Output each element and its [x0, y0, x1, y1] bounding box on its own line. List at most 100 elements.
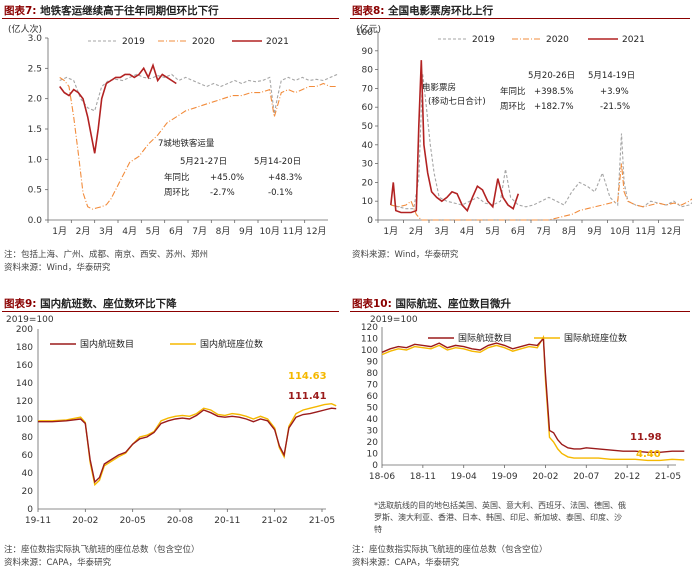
x-tick-label: 1月: [52, 226, 67, 237]
x-tick-label: 12月: [661, 226, 681, 237]
chart9-note: 注：座位数指实际执飞航班的座位总数（包含空位）: [4, 545, 200, 555]
series-line-2020: [59, 76, 338, 210]
legend-label-国际航班数目: 国际航班数目: [458, 332, 512, 344]
series-line-国际航班数目: [381, 336, 685, 453]
legend-label-2020: 2020: [192, 37, 215, 47]
y-tick-label: 60: [362, 103, 374, 113]
chart8-box-office: (亿元) 0 10 20 30 40 50 60 70 80 90 100 1月 2月 3月 4月 5月 6月 7月…: [356, 23, 692, 237]
y-tick-label: 80: [367, 369, 379, 379]
annotation-value: +182.7%: [534, 102, 574, 112]
x-tick-label: 10月: [610, 226, 630, 237]
x-tick-label: 8月: [216, 226, 231, 237]
y-tick-label: 0: [27, 505, 33, 515]
y-tick-label: 50: [367, 404, 379, 414]
annotation-col-1: 5月21-27日: [180, 157, 227, 167]
chart7-metro-ridership: (亿人次) 0.0 0.5 1.0 1.5 2.0 2.5 3.0 1月 2月 3月 4月 5月 6月 7月…: [8, 23, 338, 237]
y-tick-label: 20: [362, 178, 374, 188]
y-tick-label: 40: [367, 415, 379, 425]
annotation-value: -2.7%: [210, 188, 235, 198]
chart10-rule: [350, 311, 690, 312]
x-tick-label: 4月: [122, 226, 137, 237]
y-tick-label: 180: [16, 343, 33, 353]
chart8-source: 资料来源：Wind，华泰研究: [352, 250, 459, 260]
x-tick-label: 3月: [434, 226, 449, 237]
chart7-rule: [2, 18, 339, 19]
y-tick-label: 200: [16, 325, 33, 335]
series-line-2021: [390, 60, 520, 214]
y-axis-label: (亿人次): [8, 23, 42, 35]
x-tick-label: 9月: [587, 226, 602, 237]
y-tick-label: 110: [361, 335, 378, 345]
x-tick-label: 21-05: [309, 516, 335, 526]
chart10-footnote-3: 特: [374, 525, 382, 534]
x-tick-label: 7月: [536, 226, 551, 237]
chart9-source: 资料来源：CAPA，华泰研究: [4, 558, 112, 568]
x-tick-label: 20-12: [614, 472, 640, 482]
series-line-2020: [390, 163, 692, 221]
x-tick-label: 6月: [511, 226, 526, 237]
x-tick-label: 20-02: [72, 516, 98, 526]
series-line-国内航班数目: [38, 407, 337, 484]
annotation-subtitle: (移动七日合计): [428, 96, 486, 107]
y-tick-label: 120: [16, 397, 33, 407]
y-tick-label: 10: [362, 197, 374, 207]
annotation-value: +3.9%: [600, 87, 629, 97]
annotation-value: -21.5%: [600, 102, 630, 112]
y-tick-label: 40: [22, 469, 34, 479]
x-tick-label: 2月: [409, 226, 424, 237]
end-label-flights: 11.98: [630, 432, 662, 443]
chart9-rule: [2, 311, 339, 312]
y-tick-label: 1.0: [28, 155, 43, 165]
annotation-col-2: 5月14-19日: [588, 71, 635, 81]
chart10-footnote-2: 罗斯、澳大利亚、香港、日本、韩国、印尼、新加坡、泰国、印度、沙: [374, 513, 622, 522]
legend-label-2021: 2021: [266, 37, 289, 47]
annotation-col-1: 5月20-26日: [528, 71, 575, 81]
y-tick-label: 60: [367, 392, 379, 402]
end-label-seats: 114.63: [288, 371, 327, 382]
legend-label-2021: 2021: [622, 35, 645, 45]
x-tick-label: 20-08: [167, 516, 193, 526]
legend-label-2019: 2019: [472, 35, 495, 45]
annotation-row-label: 周环比: [164, 187, 190, 198]
chart10-source: 资料来源：CAPA，华泰研究: [352, 558, 460, 568]
annotation-row-label: 年同比: [164, 172, 190, 183]
x-tick-label: 20-05: [120, 516, 146, 526]
x-tick-label: 7月: [192, 226, 207, 237]
x-tick-label: 18-06: [369, 472, 395, 482]
x-tick-label: 3月: [99, 226, 114, 237]
x-tick-label: 4月: [460, 226, 475, 237]
chart7-title: 图表7: 地铁客运继续高于往年同期但环比下行: [4, 5, 219, 17]
y-tick-label: 0.5: [28, 186, 42, 196]
y-tick-label: 100: [361, 346, 378, 356]
chart9-domestic-flights: 2019=100 0 20 40 60 80 100 120 140 160 180 200 19-11…: [6, 315, 337, 526]
x-tick-label: 8月: [562, 226, 577, 237]
y-tick-label: 70: [367, 381, 379, 391]
chart9-title: 图表9: 国内航班数、座位数环比下降: [4, 298, 177, 310]
legend-label-2020: 2020: [546, 35, 569, 45]
y-axis-label: 2019=100: [6, 315, 54, 325]
x-tick-label: 10月: [259, 226, 279, 237]
y-tick-label: 0: [367, 216, 373, 226]
y-tick-label: 100: [356, 28, 373, 38]
x-tick-label: 19-04: [451, 472, 477, 482]
x-tick-label: 5月: [485, 226, 500, 237]
chart8-rule: [350, 18, 690, 19]
x-tick-label: 5月: [146, 226, 161, 237]
end-label-seats: 4.40: [636, 449, 661, 460]
y-tick-label: 20: [22, 487, 34, 497]
x-tick-label: 21-02: [262, 516, 288, 526]
chart10-note: 注：座位数指实际执飞航班的座位总数（包含空位）: [352, 545, 548, 555]
y-tick-label: 120: [361, 323, 378, 333]
annotation-value: -0.1%: [268, 188, 293, 198]
x-tick-label: 20-11: [214, 516, 240, 526]
x-tick-label: 11月: [283, 226, 303, 237]
legend-label-国内航班座位数: 国内航班座位数: [200, 338, 263, 350]
chart8-title: 图表8: 全国电影票房环比上行: [352, 5, 494, 17]
y-tick-label: 40: [362, 141, 374, 151]
x-tick-label: 20-07: [573, 472, 599, 482]
y-tick-label: 140: [16, 379, 33, 389]
y-tick-label: 90: [367, 358, 379, 368]
y-tick-label: 2.5: [28, 64, 42, 74]
series-line-国内航班座位数: [38, 402, 337, 487]
